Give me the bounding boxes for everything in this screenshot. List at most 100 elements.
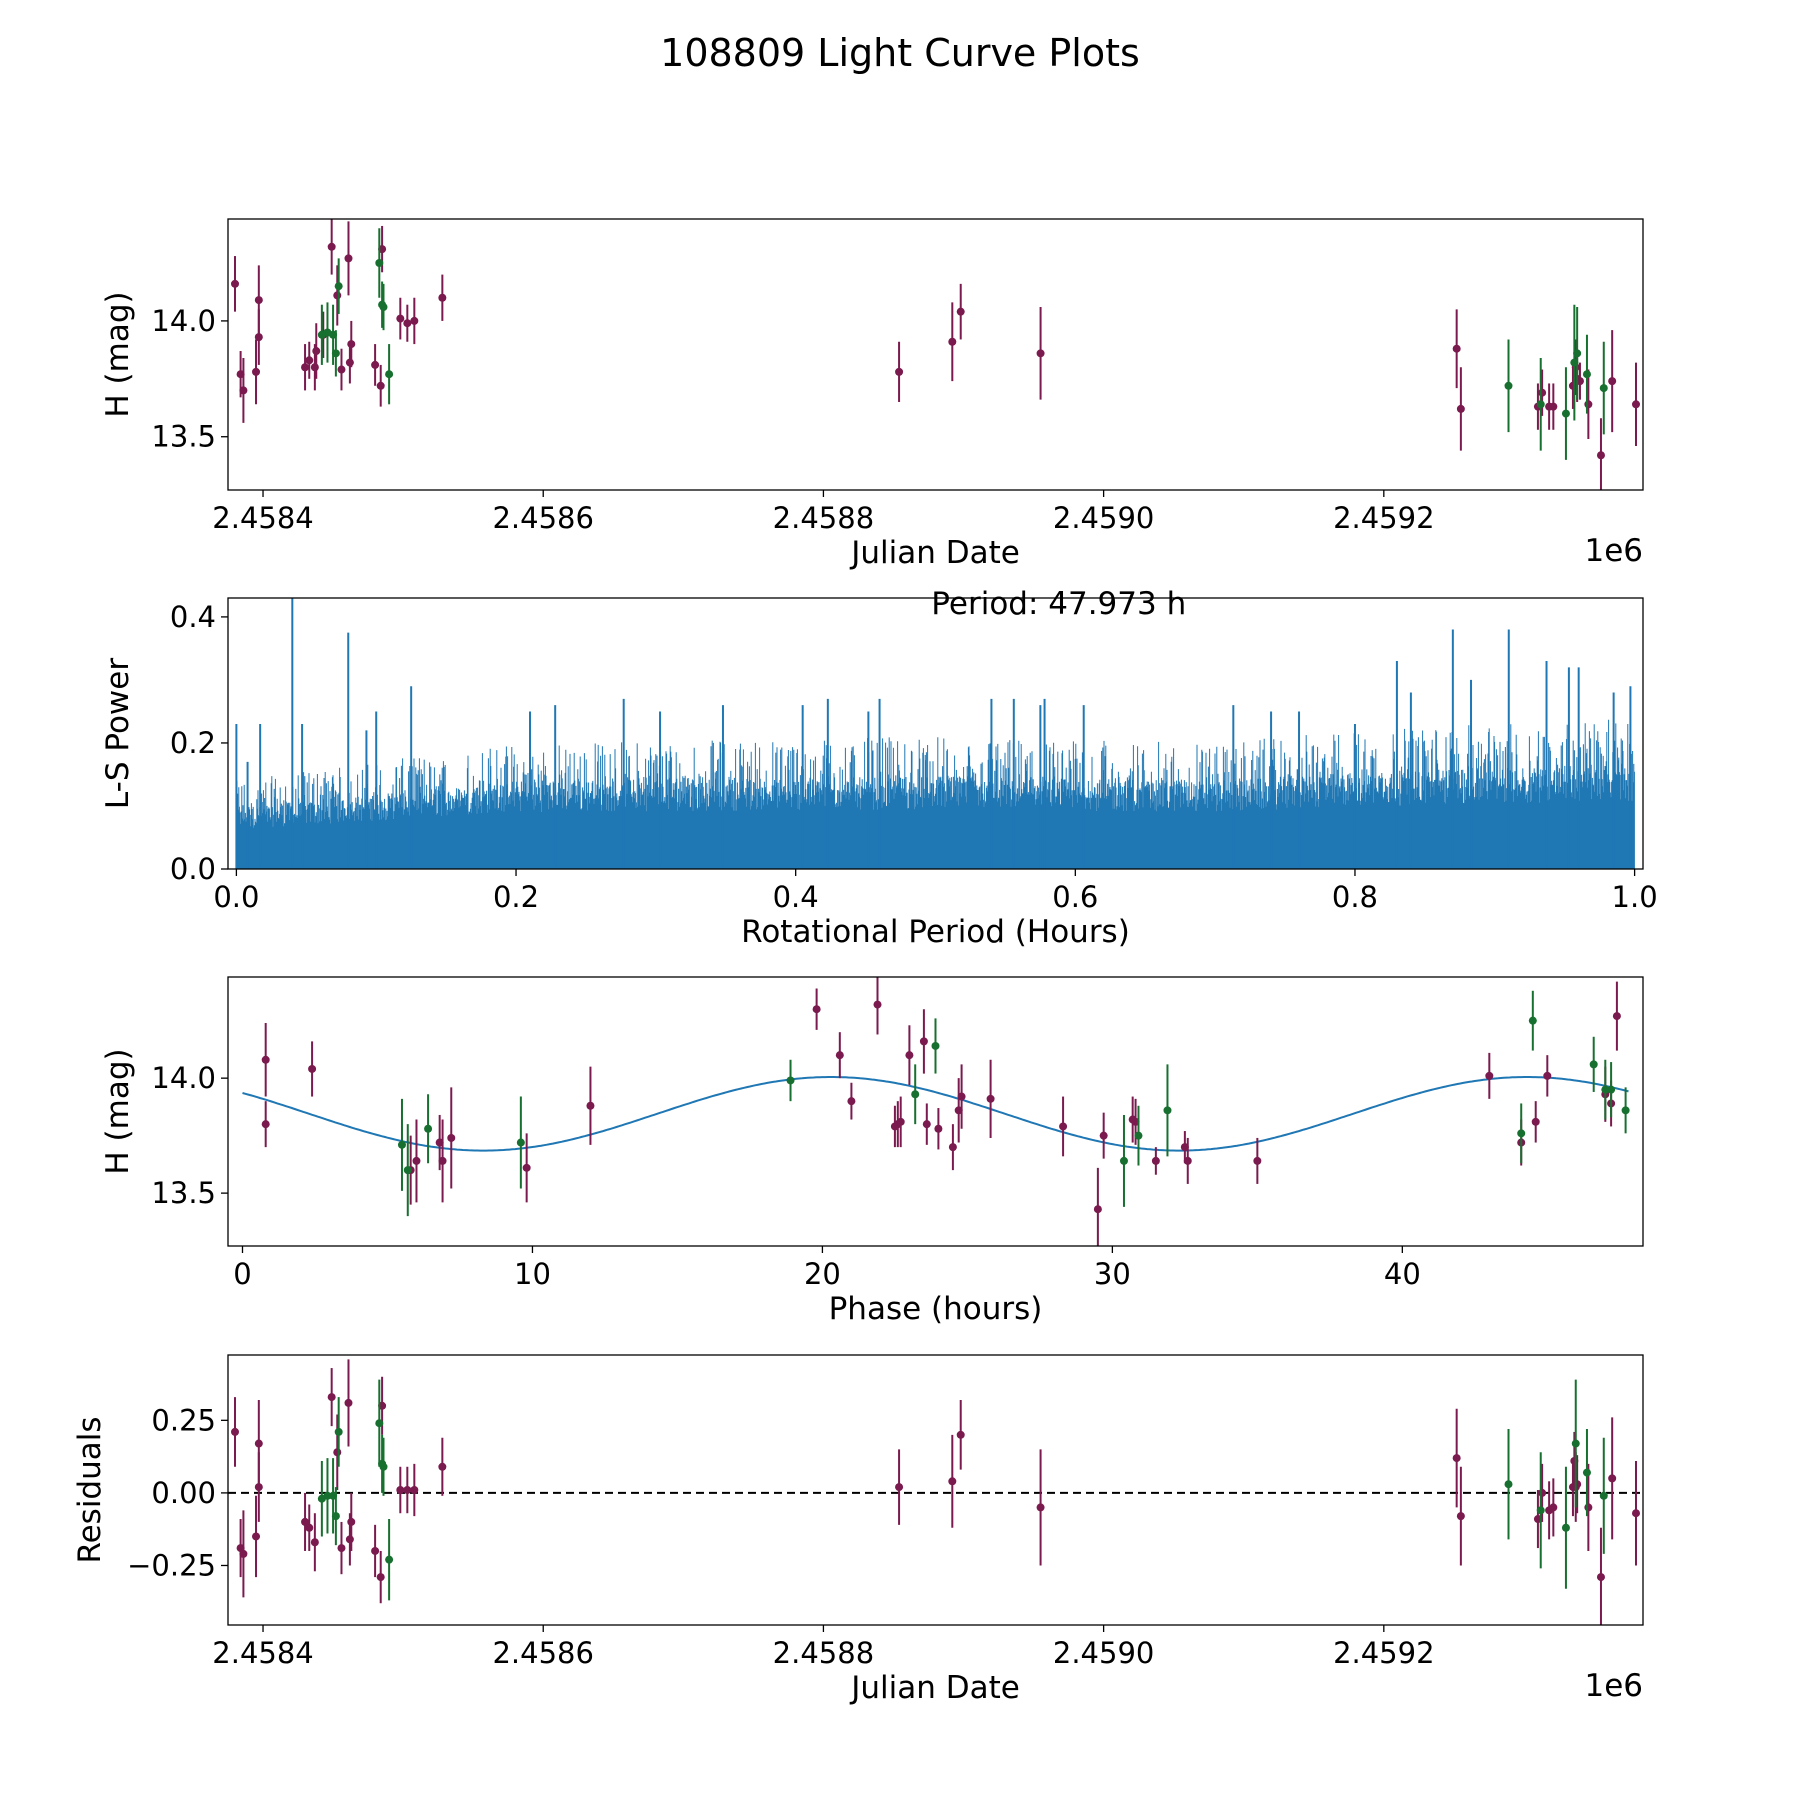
- phased-maroon-point: [948, 1143, 957, 1152]
- residuals-maroon-point: [1452, 1454, 1461, 1463]
- periodogram-panel: Rotational Period (Hours) L-S Power Peri…: [100, 586, 1658, 950]
- residuals-maroon-point: [410, 1486, 419, 1494]
- phased-maroon-point: [308, 1064, 317, 1073]
- lightcurve-y-tick-label: 14.0: [151, 304, 216, 338]
- lightcurve-maroon-point: [956, 307, 965, 316]
- phased-maroon-point: [847, 1097, 856, 1106]
- phased-green-point: [1119, 1156, 1128, 1165]
- phased-green-point: [516, 1138, 525, 1147]
- lightcurve-maroon-point: [312, 347, 321, 356]
- lightcurve-maroon-point: [327, 242, 336, 251]
- residuals-green-point: [1582, 1468, 1591, 1477]
- residuals-x-tick-label: 2.4588: [773, 1636, 874, 1670]
- phased-maroon-point: [261, 1120, 270, 1129]
- lightcurve-green-point: [1573, 349, 1582, 358]
- phased-green-point: [1589, 1060, 1598, 1069]
- phased-green-point: [1601, 1085, 1610, 1094]
- lightcurve-maroon-point: [345, 358, 354, 367]
- lightcurve-maroon-point: [396, 314, 405, 323]
- phased-green-point: [911, 1090, 920, 1099]
- lightcurve-maroon-point: [254, 296, 263, 305]
- phased-maroon-point: [919, 1037, 928, 1046]
- lightcurve-x-offset-label: 1e6: [1584, 533, 1643, 569]
- periodogram-x-tick-label: 0.8: [1332, 880, 1378, 914]
- phased-green-point: [1528, 1016, 1537, 1025]
- residuals-maroon-point: [337, 1544, 346, 1553]
- residuals-green-point: [375, 1419, 384, 1428]
- lightcurve-maroon-point: [333, 291, 342, 300]
- phased-green-point: [397, 1140, 406, 1149]
- lightcurve-green-point: [1582, 370, 1591, 379]
- periodogram-x-label: Rotational Period (Hours): [741, 914, 1130, 950]
- residuals-maroon-point: [344, 1398, 353, 1407]
- periodogram-y-tick-label: 0.4: [170, 600, 216, 634]
- lightcurve-frame: [227, 218, 1644, 491]
- lightcurve-maroon-point: [344, 254, 353, 263]
- residuals-maroon-point: [1596, 1573, 1605, 1582]
- lightcurve-maroon-point: [1584, 400, 1593, 409]
- lightcurve-maroon-point: [1631, 400, 1640, 409]
- residuals-green-point: [385, 1555, 394, 1564]
- lightcurve-x-tick-label: 2.4588: [773, 501, 874, 535]
- phased-x-tick-label: 40: [1384, 1257, 1421, 1291]
- lightcurve-x-tick-label: 2.4584: [212, 501, 313, 535]
- residuals-y-label: Residuals: [72, 1416, 108, 1563]
- residuals-maroon-point: [948, 1477, 957, 1486]
- residuals-maroon-point: [254, 1483, 263, 1492]
- lightcurve-maroon-point: [1456, 404, 1465, 413]
- lightcurve-maroon-point: [252, 367, 261, 376]
- lightcurve-y-label: H (mag): [100, 291, 136, 417]
- residuals-maroon-point: [403, 1486, 412, 1494]
- residuals-maroon-point: [252, 1532, 261, 1541]
- residuals-maroon-point: [895, 1483, 904, 1492]
- phased-green-point: [931, 1041, 940, 1050]
- phased-maroon-point: [986, 1094, 995, 1103]
- lightcurve-maroon-point: [1608, 377, 1617, 386]
- phased-y-tick-label: 14.0: [151, 1061, 216, 1095]
- phased-y-label: H (mag): [100, 1048, 136, 1174]
- residuals-maroon-point: [1631, 1509, 1640, 1518]
- lightcurve-maroon-point: [301, 363, 310, 372]
- residuals-maroon-point: [1584, 1503, 1593, 1512]
- phased-y-tick-label: 13.5: [151, 1176, 216, 1210]
- periodogram-y-tick-label: 0.0: [170, 852, 216, 886]
- lightcurve-x-tick-label: 2.4590: [1053, 501, 1154, 535]
- lightcurve-maroon-point: [310, 363, 319, 372]
- phased-x-label: Phase (hours): [829, 1291, 1043, 1327]
- lightcurve-green-point: [1504, 381, 1513, 390]
- phased-x-tick-label: 10: [514, 1257, 551, 1291]
- residuals-maroon-point: [239, 1549, 248, 1558]
- period-annotation: Period: 47.973 h: [931, 586, 1186, 622]
- phased-green-point: [403, 1166, 412, 1175]
- phased-green-point: [1163, 1106, 1172, 1115]
- residuals-x-tick-label: 2.4590: [1053, 1636, 1154, 1670]
- lightcurve-green-point: [379, 303, 388, 312]
- residuals-x-label: Julian Date: [849, 1670, 1020, 1706]
- periodogram-x-tick-label: 0.0: [213, 880, 259, 914]
- phased-maroon-point: [905, 1051, 914, 1060]
- residuals-frame: [227, 1354, 1644, 1626]
- lightcurve-maroon-point: [1538, 388, 1547, 397]
- residuals-maroon-point: [345, 1535, 354, 1544]
- periodogram-y-tick-label: 0.2: [170, 726, 216, 760]
- residuals-x-tick-label: 2.4586: [492, 1636, 593, 1670]
- phased-maroon-point: [1253, 1156, 1262, 1165]
- lightcurve-green-point: [1599, 384, 1608, 393]
- residuals-maroon-point: [1608, 1474, 1617, 1483]
- residuals-maroon-point: [347, 1517, 356, 1526]
- lightcurve-green-point: [331, 349, 340, 358]
- residuals-maroon-point: [1549, 1503, 1558, 1512]
- residuals-green-point: [334, 1427, 343, 1436]
- periodogram-y-label: L-S Power: [100, 658, 136, 809]
- lightcurve-green-point: [1561, 409, 1570, 418]
- phased-green-point: [1517, 1129, 1526, 1138]
- lightcurve-maroon-point: [1036, 349, 1045, 358]
- phased-x-tick-label: 0: [233, 1257, 251, 1291]
- phased-maroon-point: [522, 1163, 531, 1172]
- lightcurve-maroon-point: [376, 381, 385, 390]
- lightcurve-maroon-point: [1549, 402, 1558, 411]
- residuals-maroon-point: [333, 1448, 342, 1457]
- phased-green-point: [1134, 1131, 1143, 1140]
- residuals-points: [231, 1359, 1640, 1625]
- residuals-maroon-point: [254, 1439, 263, 1448]
